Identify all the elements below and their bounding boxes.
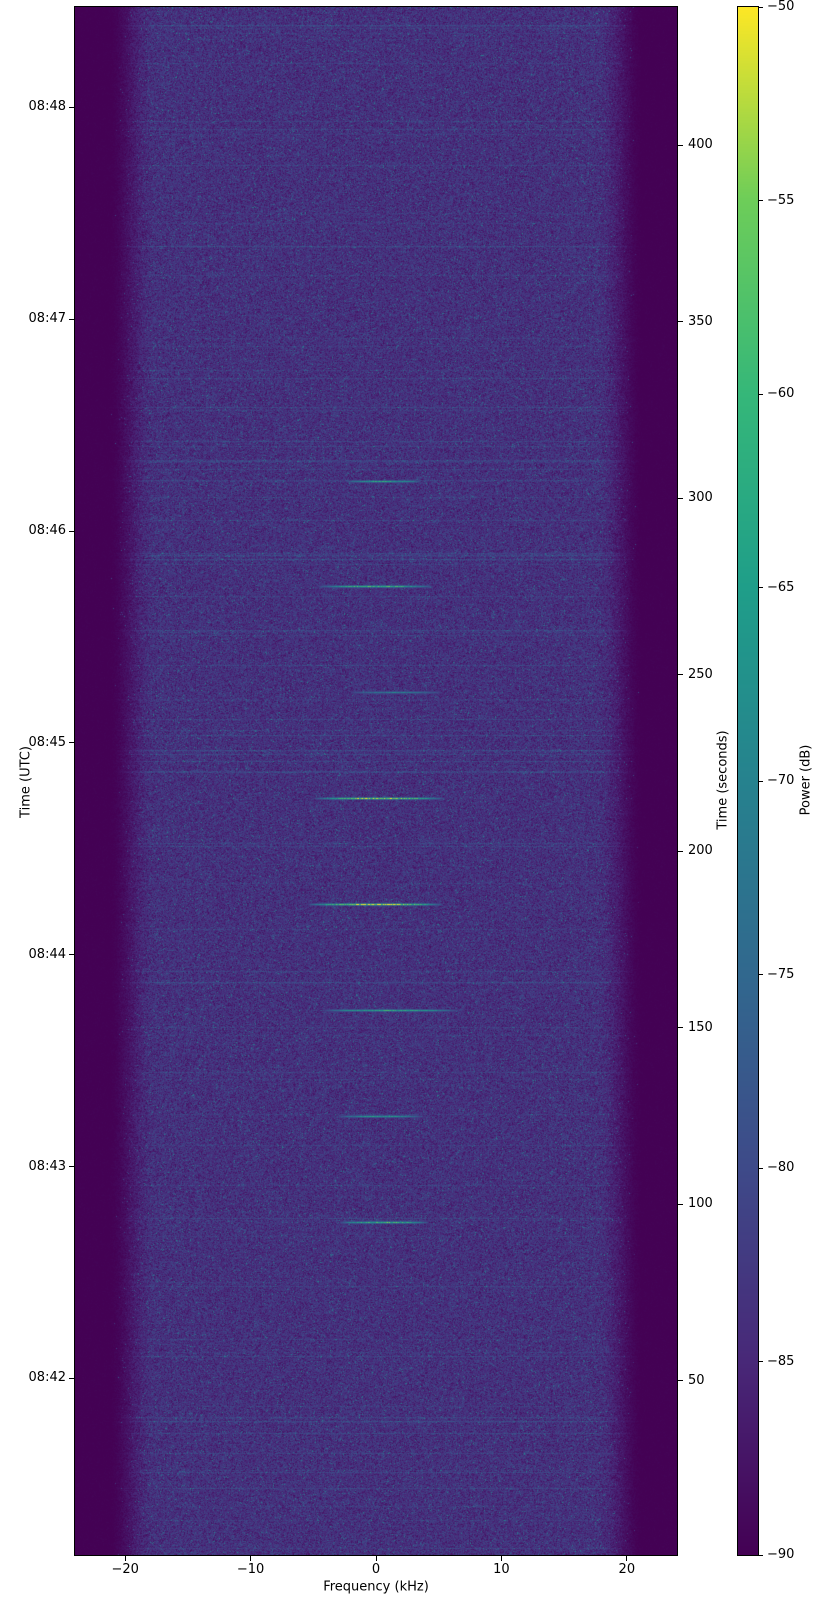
utc-tickmark bbox=[69, 318, 74, 320]
colorbar-tick-label: −60 bbox=[767, 386, 795, 401]
seconds-tick-label: 300 bbox=[688, 490, 713, 506]
colorbar-tickmark bbox=[759, 587, 763, 588]
seconds-tick-label: 250 bbox=[688, 666, 713, 682]
colorbar-tick-label: −90 bbox=[767, 1547, 795, 1562]
seconds-tickmark bbox=[678, 497, 683, 499]
colorbar-tick-label: −55 bbox=[767, 192, 795, 208]
x-tickmark bbox=[250, 1556, 252, 1561]
colorbar-tickmark bbox=[759, 1167, 763, 1169]
x-tick-label: 10 bbox=[493, 1562, 510, 1577]
seconds-tickmark bbox=[678, 321, 683, 323]
spectrogram-image bbox=[75, 7, 677, 1555]
utc-tick-label: 08:45 bbox=[28, 734, 66, 750]
x-tick-label: 0 bbox=[371, 1562, 381, 1577]
y-axis-label-left: Time (UTC) bbox=[18, 746, 34, 818]
colorbar-tick-label: −85 bbox=[767, 1353, 795, 1369]
utc-tickmark bbox=[69, 742, 74, 744]
colorbar-tickmark bbox=[759, 974, 763, 975]
utc-tick-label: 08:48 bbox=[28, 99, 66, 115]
colorbar-tick-label: −50 bbox=[767, 0, 795, 14]
seconds-tickmark bbox=[678, 674, 683, 676]
utc-tick-label: 08:44 bbox=[28, 946, 66, 962]
x-tickmark bbox=[375, 1556, 377, 1561]
seconds-tick-label: 400 bbox=[688, 137, 713, 153]
colorbar-frame bbox=[737, 6, 759, 1556]
x-tick-label: 20 bbox=[618, 1562, 636, 1577]
x-tick-label: −10 bbox=[236, 1562, 265, 1577]
colorbar-tickmark bbox=[759, 1361, 763, 1362]
colorbar-tickmark bbox=[759, 200, 763, 201]
colorbar-gradient bbox=[738, 7, 758, 1555]
colorbar-tick-label: −75 bbox=[767, 966, 795, 982]
y-axis-label-right: Time (seconds) bbox=[715, 730, 731, 830]
colorbar-tick-label: −65 bbox=[767, 579, 795, 595]
seconds-tickmark bbox=[678, 1203, 683, 1205]
spectrogram-plot-frame bbox=[74, 6, 678, 1556]
utc-tickmark bbox=[69, 954, 74, 956]
utc-tick-label: 08:47 bbox=[28, 311, 66, 327]
x-tick-label: −20 bbox=[111, 1562, 139, 1577]
colorbar-tickmark bbox=[759, 6, 763, 8]
colorbar-tick-label: −80 bbox=[767, 1160, 795, 1175]
utc-tick-label: 08:46 bbox=[28, 523, 66, 538]
utc-tickmark bbox=[69, 106, 74, 108]
seconds-tickmark bbox=[678, 144, 683, 146]
utc-tickmark bbox=[69, 1166, 74, 1168]
seconds-tick-label: 350 bbox=[688, 313, 713, 329]
colorbar-tickmark bbox=[759, 780, 763, 782]
colorbar-tick-label: −70 bbox=[767, 773, 795, 788]
seconds-tickmark bbox=[678, 1380, 683, 1382]
utc-tickmark bbox=[69, 530, 74, 532]
x-axis-label: Frequency (kHz) bbox=[323, 1579, 429, 1595]
seconds-tickmark bbox=[678, 850, 683, 852]
utc-tickmark bbox=[69, 1377, 74, 1379]
x-tickmark bbox=[626, 1556, 628, 1561]
utc-tick-label: 08:43 bbox=[28, 1158, 66, 1174]
seconds-tick-label: 200 bbox=[688, 843, 713, 859]
x-tickmark bbox=[124, 1556, 126, 1561]
utc-tick-label: 08:42 bbox=[28, 1370, 66, 1386]
seconds-tickmark bbox=[678, 1027, 683, 1029]
colorbar-label: Power (dB) bbox=[798, 744, 814, 816]
colorbar-tickmark bbox=[759, 393, 763, 395]
x-tickmark bbox=[500, 1556, 502, 1561]
seconds-tick-label: 50 bbox=[688, 1372, 705, 1388]
seconds-tick-label: 150 bbox=[688, 1019, 713, 1035]
colorbar-tickmark bbox=[759, 1554, 763, 1556]
seconds-tick-label: 100 bbox=[688, 1196, 713, 1212]
